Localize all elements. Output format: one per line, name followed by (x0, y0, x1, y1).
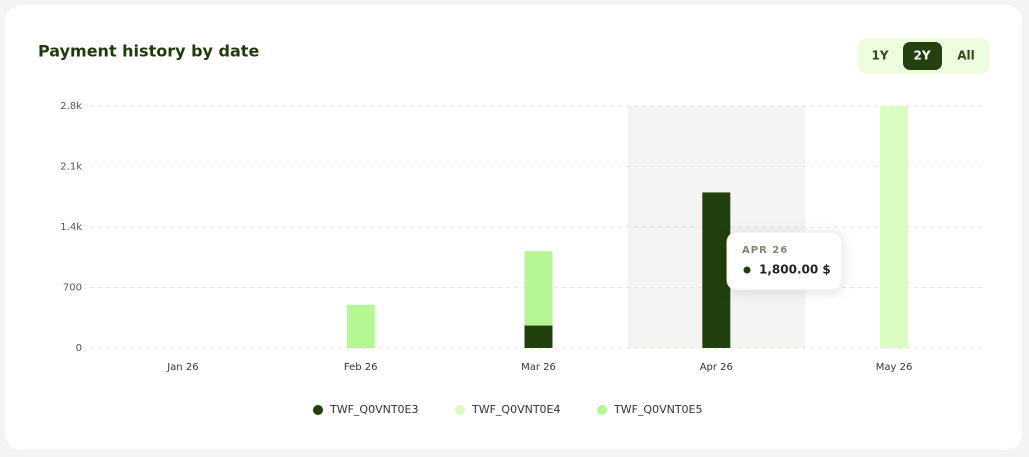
chart-title: Payment history by date (38, 42, 259, 61)
legend-marker (313, 405, 323, 415)
range-button[interactable] (903, 42, 942, 70)
bar-segment (880, 106, 909, 348)
x-tick-label: May 26 (876, 362, 913, 373)
y-tick-label: 1.4k (60, 222, 82, 233)
legend-marker (597, 405, 607, 415)
bar-segment (346, 304, 375, 348)
tooltip-title: APR 26 (742, 245, 788, 256)
tooltip-box (726, 231, 843, 291)
range-label[interactable]: All (957, 49, 975, 63)
tooltip-value: 1,800.00 $ (759, 263, 831, 277)
bar-segment (524, 251, 553, 326)
range-label[interactable]: 1Y (871, 49, 888, 63)
legend-marker (455, 405, 465, 415)
tooltip-marker (743, 266, 751, 274)
x-tick-label: Feb 26 (344, 362, 378, 373)
x-tick-label: Mar 26 (521, 362, 556, 373)
y-tick-label: 700 (63, 283, 82, 294)
bar-segment (524, 325, 553, 348)
legend-label: TWF_Q0VNT0E4 (471, 403, 561, 416)
bar-segment (702, 192, 731, 348)
x-tick-label: Jan 26 (166, 362, 198, 373)
legend-label: TWF_Q0VNT0E3 (329, 403, 419, 416)
y-tick-label: 0 (76, 343, 82, 354)
y-tick-label: 2.8k (60, 101, 82, 112)
range-label[interactable]: 2Y (913, 49, 930, 63)
x-tick-label: Apr 26 (700, 362, 733, 373)
y-tick-label: 2.1k (60, 162, 82, 173)
legend-label: TWF_Q0VNT0E5 (613, 403, 703, 416)
